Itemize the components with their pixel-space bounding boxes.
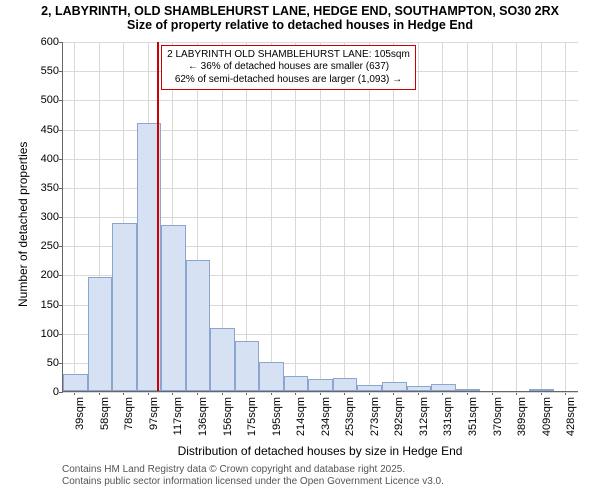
y-tick-label: 50 — [47, 357, 59, 369]
y-tick-label: 150 — [41, 299, 59, 311]
gridline-vertical — [565, 42, 566, 391]
footer-line-2: Contains public sector information licen… — [62, 476, 444, 488]
histogram-bar — [308, 379, 333, 391]
callout-line: 2 LABYRINTH OLD SHAMBLEHURST LANE: 105sq… — [167, 49, 410, 62]
chart-title: 2, LABYRINTH, OLD SHAMBLEHURST LANE, HED… — [0, 0, 600, 33]
x-tick-label: 58sqm — [99, 397, 111, 430]
histogram-bar — [88, 277, 113, 391]
histogram-bar — [63, 374, 88, 392]
y-tick-label: 350 — [41, 182, 59, 194]
gridline-vertical — [541, 42, 542, 391]
gridline-vertical — [246, 42, 247, 391]
x-tick-label: 175sqm — [246, 397, 258, 436]
y-tick-label: 250 — [41, 240, 59, 252]
histogram-bar — [529, 389, 554, 391]
property-marker-line — [157, 42, 159, 391]
x-tick-label: 97sqm — [148, 397, 160, 430]
attribution-footer: Contains HM Land Registry data © Crown c… — [62, 464, 444, 488]
x-tick-label: 351sqm — [467, 397, 479, 436]
gridline-vertical — [295, 42, 296, 391]
gridline-vertical — [516, 42, 517, 391]
gridline-vertical — [320, 42, 321, 391]
histogram-bar — [431, 384, 456, 391]
title-line-2: Size of property relative to detached ho… — [0, 18, 600, 32]
property-callout: 2 LABYRINTH OLD SHAMBLEHURST LANE: 105sq… — [161, 45, 416, 91]
histogram-bar — [333, 378, 358, 391]
x-tick-label: 214sqm — [295, 397, 307, 436]
histogram-bar — [456, 389, 481, 391]
histogram-bar — [112, 223, 137, 391]
x-tick-label: 370sqm — [492, 397, 504, 436]
gridline-vertical — [442, 42, 443, 391]
histogram-plot: 050100150200250300350400450500550600 39s… — [62, 42, 578, 392]
histogram-bar — [382, 382, 407, 391]
x-tick-label: 156sqm — [222, 397, 234, 436]
histogram-bar — [284, 376, 309, 391]
x-tick-label: 117sqm — [172, 397, 184, 435]
x-tick-label: 78sqm — [123, 397, 135, 430]
gridline-vertical — [344, 42, 345, 391]
y-axis-title: Number of detached properties — [16, 142, 30, 307]
gridline-vertical — [492, 42, 493, 391]
y-tick-label: 300 — [41, 211, 59, 223]
gridline-vertical — [271, 42, 272, 391]
histogram-bar — [407, 386, 432, 391]
gridline-horizontal — [63, 392, 578, 393]
gridline-vertical — [369, 42, 370, 391]
histogram-bar — [186, 260, 211, 391]
histogram-bar — [235, 341, 260, 391]
y-tick-label: 600 — [41, 36, 59, 48]
x-tick-label: 389sqm — [516, 397, 528, 436]
gridline-vertical — [467, 42, 468, 391]
footer-line-1: Contains HM Land Registry data © Crown c… — [62, 464, 444, 476]
gridline-vertical — [393, 42, 394, 391]
histogram-bar — [210, 328, 235, 391]
x-tick-label: 409sqm — [541, 397, 553, 436]
histogram-bar — [357, 385, 382, 391]
x-axis-title: Distribution of detached houses by size … — [62, 444, 578, 458]
y-tick-label: 100 — [41, 328, 59, 340]
x-tick-label: 136sqm — [197, 397, 209, 436]
gridline-vertical — [74, 42, 75, 391]
y-tick-label: 500 — [41, 94, 59, 106]
x-tick-label: 428sqm — [565, 397, 577, 436]
gridline-vertical — [418, 42, 419, 391]
x-tick-label: 253sqm — [344, 397, 356, 436]
y-tick-label: 450 — [41, 124, 59, 136]
histogram-bar — [161, 225, 186, 391]
y-tick-label: 550 — [41, 65, 59, 77]
histogram-bar — [259, 362, 284, 391]
x-tick-label: 195sqm — [271, 397, 283, 436]
x-tick-label: 234sqm — [320, 397, 332, 436]
x-tick-label: 312sqm — [418, 397, 430, 436]
callout-line: 62% of semi-detached houses are larger (… — [167, 74, 410, 87]
callout-line: ← 36% of detached houses are smaller (63… — [167, 61, 410, 74]
x-tick-label: 273sqm — [369, 397, 381, 436]
x-tick-label: 39sqm — [74, 397, 86, 430]
x-tick-label: 331sqm — [442, 397, 454, 436]
x-tick-label: 292sqm — [393, 397, 405, 436]
y-tick-label: 400 — [41, 153, 59, 165]
title-line-1: 2, LABYRINTH, OLD SHAMBLEHURST LANE, HED… — [0, 4, 600, 18]
y-tick-label: 200 — [41, 269, 59, 281]
